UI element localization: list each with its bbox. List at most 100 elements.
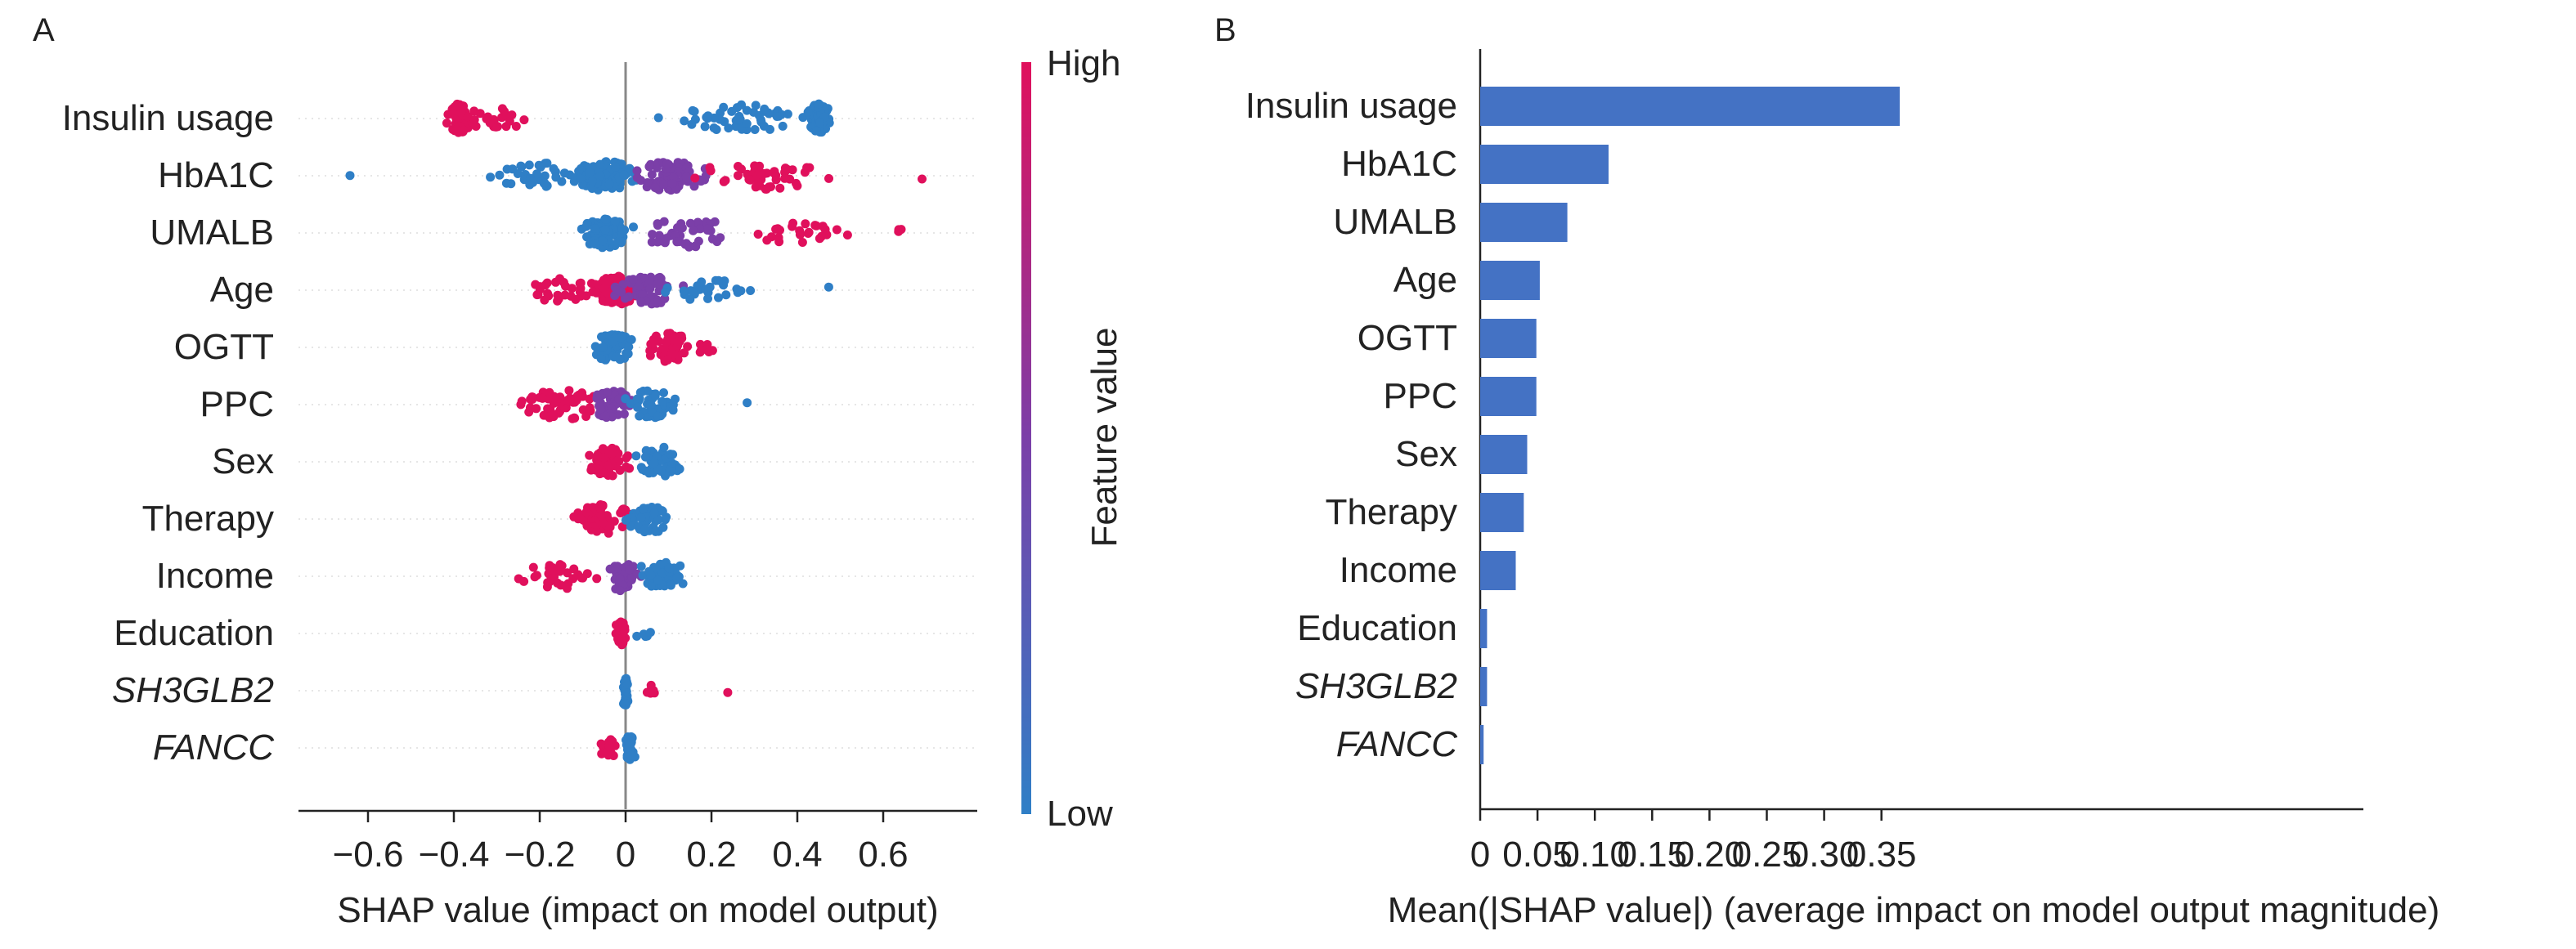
colorbar-gradient	[1021, 62, 1031, 814]
shap-point	[442, 119, 451, 128]
b-feature-label: UMALB	[1333, 202, 1457, 242]
b-x-ticks: 0 0.050.100.150.200.250.300.35	[1470, 809, 1917, 875]
shap-point	[661, 338, 671, 347]
shap-point	[592, 526, 602, 536]
shap-point	[501, 178, 511, 188]
shap-point	[686, 286, 696, 296]
shap-point	[535, 284, 545, 294]
shap-point	[623, 349, 633, 359]
shap-point	[659, 442, 669, 452]
shap-point	[588, 287, 598, 297]
shap-point	[612, 351, 622, 361]
shap-point	[640, 524, 650, 534]
shap-point	[501, 122, 511, 132]
shap-point	[653, 411, 663, 421]
shap-point	[817, 231, 827, 241]
shap-point	[528, 562, 538, 572]
shap-point	[621, 515, 631, 525]
b-feature-label: FANCC	[1336, 724, 1459, 764]
shap-point	[661, 288, 671, 297]
shap-point	[608, 337, 617, 347]
shap-point	[524, 160, 534, 170]
shap-point	[596, 354, 606, 364]
shap-point	[576, 291, 586, 301]
shap-point	[540, 295, 550, 305]
shap-point	[824, 282, 833, 292]
shap-point	[555, 560, 565, 570]
shap-point	[629, 222, 638, 232]
b-feature-labels: Insulin usage HbA1C UMALB Age OGTT PPC Sex Ther…	[1245, 86, 1459, 764]
shap-point	[620, 700, 630, 710]
b-x-tick-label: 0.10	[1560, 835, 1630, 875]
bar	[1480, 261, 1540, 300]
shap-point	[709, 113, 719, 123]
shap-point	[702, 114, 712, 123]
colorbar: High Low Feature value	[1021, 43, 1124, 834]
shap-point	[640, 452, 650, 462]
shap-point	[734, 115, 743, 124]
bar	[1480, 145, 1609, 184]
shap-point	[486, 172, 496, 182]
shap-point	[564, 386, 574, 396]
shap-point	[668, 336, 678, 346]
shap-point	[743, 398, 752, 408]
shap-point	[645, 284, 655, 293]
a-feature-label: HbA1C	[158, 155, 274, 195]
shap-point	[716, 108, 725, 118]
shap-point	[650, 391, 660, 401]
b-x-tick-label: 0.05	[1502, 835, 1573, 875]
b-x-tick-label: 0	[1470, 835, 1490, 875]
shap-point	[643, 386, 652, 396]
shap-point	[636, 463, 646, 472]
shap-point	[695, 224, 705, 234]
shap-point	[664, 563, 674, 573]
shap-point	[569, 564, 579, 574]
shap-point	[774, 237, 784, 247]
shap-point	[666, 450, 675, 459]
a-shap-points	[345, 99, 927, 764]
b-feature-label: HbA1C	[1341, 144, 1457, 184]
shap-point	[815, 118, 824, 128]
shap-point	[587, 177, 597, 186]
shap-point	[672, 573, 682, 583]
shap-point	[646, 571, 656, 580]
shap-point	[475, 109, 485, 119]
shap-point	[645, 351, 655, 360]
shap-point	[654, 337, 664, 346]
shap-point	[590, 342, 600, 351]
shap-point	[519, 576, 529, 586]
shap-point	[653, 279, 662, 289]
shap-point	[636, 513, 646, 522]
shap-point	[644, 162, 654, 172]
a-feature-label: PPC	[200, 384, 274, 424]
shap-point	[532, 169, 541, 179]
b-feature-label: Insulin usage	[1245, 86, 1457, 126]
shap-point	[667, 179, 677, 189]
shap-point	[626, 399, 635, 409]
shap-point	[646, 400, 656, 410]
shap-point	[562, 580, 572, 590]
shap-point	[680, 116, 689, 126]
shap-point	[679, 286, 689, 296]
b-feature-label: Therapy	[1326, 492, 1457, 532]
bar	[1480, 435, 1528, 474]
shap-point	[653, 515, 663, 525]
shap-point	[678, 579, 688, 589]
shap-point	[659, 388, 668, 397]
b-x-tick-label: 0.35	[1847, 835, 1917, 875]
shap-point	[553, 578, 562, 588]
bar	[1480, 203, 1568, 242]
shap-point	[811, 126, 821, 136]
shap-point	[742, 119, 752, 128]
a-feature-label: OGTT	[174, 327, 274, 367]
shap-point	[709, 123, 719, 132]
shap-point	[617, 333, 626, 342]
shap-point	[680, 239, 690, 249]
shap-point	[762, 235, 772, 245]
shap-point	[586, 279, 596, 289]
shap-point	[685, 218, 695, 228]
shap-point	[614, 271, 624, 281]
shap-point	[590, 224, 599, 233]
shap-point	[604, 741, 614, 750]
